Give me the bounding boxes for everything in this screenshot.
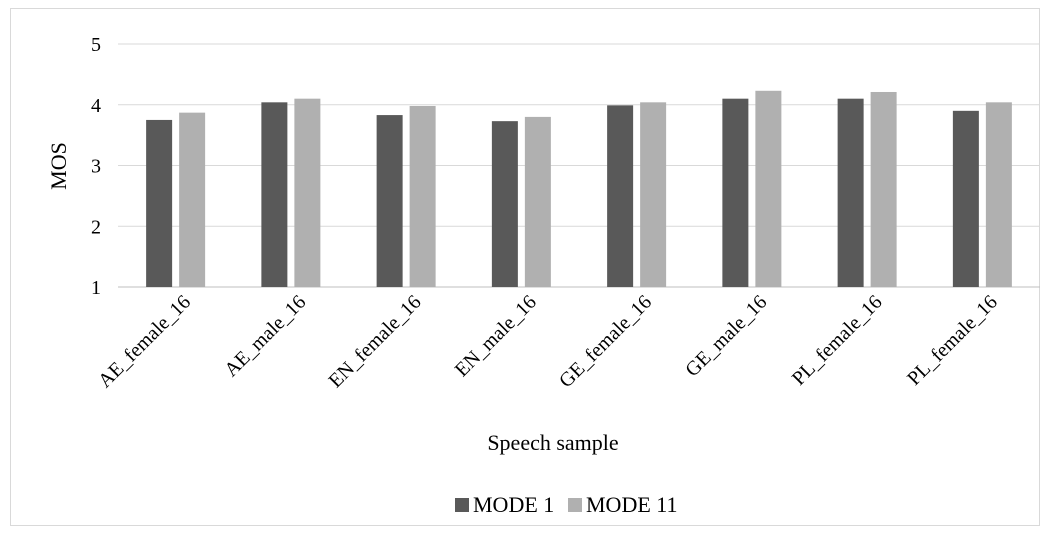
y-tick-label: 2 (91, 216, 101, 238)
gridlines (118, 43, 1040, 288)
bar-mode-1 (491, 121, 518, 287)
y-tick-label: 4 (91, 95, 101, 117)
bar-mode-1 (952, 110, 979, 287)
x-tick-label: GE_female_16 (555, 291, 656, 392)
x-tick-label: AE_male_16 (220, 291, 310, 381)
bar-mode-11 (640, 102, 667, 287)
bar-mode-11 (409, 105, 436, 287)
bar-mode-1 (146, 119, 173, 287)
y-tick-label: 3 (91, 156, 101, 178)
legend-swatch-mode-1 (455, 498, 469, 512)
x-tick-label: PL_female_16 (788, 291, 887, 390)
x-tick-label: GE_male_16 (681, 291, 771, 381)
legend-label-mode-11: MODE 11 (586, 492, 677, 517)
bar-mode-11 (870, 91, 897, 288)
bar-mode-1 (261, 102, 288, 287)
bar-mode-1 (837, 98, 864, 287)
y-tick-labels: 1 2 3 4 5 (91, 34, 101, 299)
x-tick-labels: AE_female_16 AE_male_16 EN_female_16 EN_mal… (94, 291, 1002, 392)
y-tick-label: 1 (91, 277, 101, 299)
legend: MODE 1 MODE 11 (455, 492, 677, 517)
bar-mode-1 (722, 98, 749, 287)
bar-mode-1 (607, 105, 634, 287)
legend-label-mode-1: MODE 1 (473, 492, 554, 517)
bars (146, 90, 1012, 288)
bar-mode-11 (755, 90, 782, 287)
bar-mode-1 (376, 115, 403, 287)
x-tick-label: EN_female_16 (324, 291, 425, 392)
x-tick-label: PL_female_16 (903, 291, 1002, 390)
x-tick-label: AE_female_16 (94, 291, 195, 392)
x-axis-title: Speech sample (487, 430, 618, 455)
bar-mode-11 (524, 116, 551, 288)
bar-mode-11 (179, 112, 206, 288)
y-axis-title: MOS (46, 142, 71, 190)
legend-swatch-mode-11 (568, 498, 582, 512)
x-tick-label: EN_male_16 (451, 291, 541, 381)
y-tick-label: 5 (91, 34, 101, 56)
bar-mode-11 (985, 102, 1012, 287)
bar-mode-11 (294, 98, 321, 287)
